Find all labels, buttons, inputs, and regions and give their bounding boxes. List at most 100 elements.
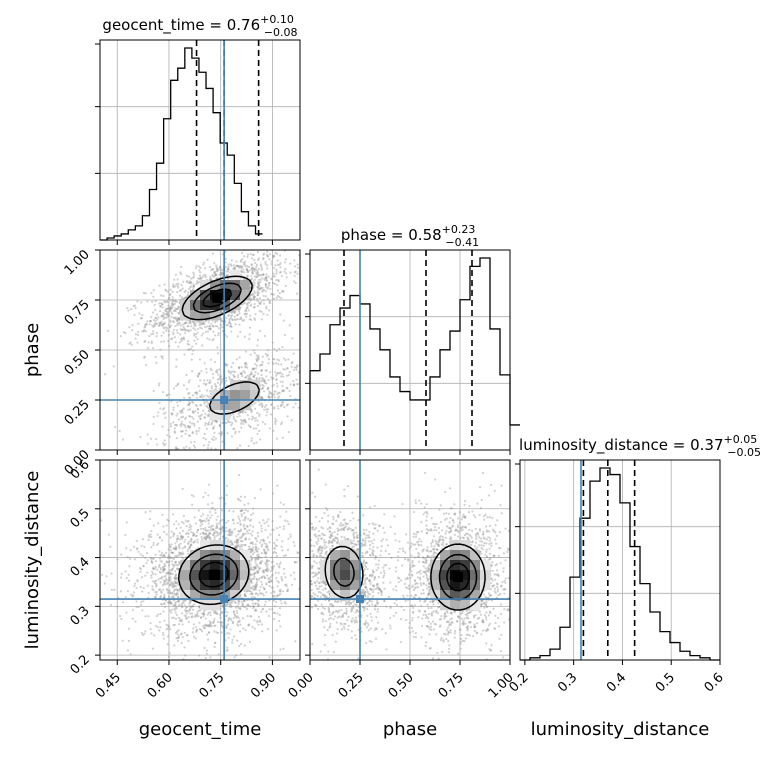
sample-point bbox=[193, 340, 195, 342]
sample-point bbox=[226, 485, 228, 487]
sample-point bbox=[183, 447, 185, 449]
sample-point bbox=[304, 361, 306, 363]
sample-point bbox=[194, 329, 196, 331]
sample-point bbox=[271, 385, 273, 387]
sample-point bbox=[218, 653, 220, 655]
sample-point bbox=[152, 311, 154, 313]
sample-point bbox=[259, 281, 261, 283]
sample-point bbox=[328, 394, 330, 396]
sample-point bbox=[254, 562, 256, 564]
sample-point bbox=[207, 534, 209, 536]
sample-point bbox=[164, 417, 166, 419]
sample-point bbox=[227, 620, 229, 622]
sample-point bbox=[237, 533, 239, 535]
sample-point bbox=[134, 558, 136, 560]
histogram-phase bbox=[310, 258, 520, 450]
sample-point bbox=[199, 274, 201, 276]
sample-point bbox=[166, 572, 168, 574]
sample-point bbox=[150, 530, 152, 532]
sample-point bbox=[228, 376, 230, 378]
sample-point bbox=[212, 325, 214, 327]
panel-title-geocent_time: geocent_time = 0.76+0.10−0.08 bbox=[102, 13, 297, 39]
sample-point bbox=[218, 368, 220, 370]
sample-point bbox=[276, 629, 278, 631]
sample-point bbox=[160, 356, 162, 358]
sample-point bbox=[212, 373, 214, 375]
sample-point bbox=[200, 404, 202, 406]
sample-point bbox=[166, 308, 168, 310]
sample-point bbox=[271, 378, 273, 380]
sample-point bbox=[128, 326, 130, 328]
sample-point bbox=[265, 290, 267, 292]
sample-point bbox=[234, 266, 236, 268]
sample-point bbox=[179, 290, 181, 292]
sample-point bbox=[284, 368, 286, 370]
sample-point bbox=[247, 615, 249, 617]
sample-point bbox=[244, 363, 246, 365]
sample-point bbox=[151, 342, 153, 344]
sample-point bbox=[193, 335, 195, 337]
sample-point bbox=[163, 413, 165, 415]
sample-point bbox=[190, 441, 192, 443]
sample-point bbox=[197, 408, 199, 410]
sample-point bbox=[164, 439, 166, 441]
sample-point bbox=[159, 577, 161, 579]
sample-point bbox=[174, 604, 176, 606]
sample-point bbox=[227, 263, 229, 265]
sample-point bbox=[168, 548, 170, 550]
sample-point bbox=[188, 392, 190, 394]
sample-point bbox=[167, 311, 169, 313]
sample-point bbox=[226, 614, 228, 616]
sample-point bbox=[175, 274, 177, 276]
sample-point bbox=[208, 536, 210, 538]
sample-point bbox=[145, 562, 147, 564]
sample-point bbox=[303, 355, 305, 357]
sample-point bbox=[271, 608, 273, 610]
sample-point bbox=[134, 620, 136, 622]
sample-point bbox=[218, 332, 220, 334]
sample-point bbox=[257, 624, 259, 626]
sample-point bbox=[189, 466, 191, 468]
sample-point bbox=[173, 286, 175, 288]
sample-point bbox=[149, 320, 151, 322]
sample-point bbox=[163, 340, 165, 342]
sample-point bbox=[261, 267, 263, 269]
sample-point bbox=[293, 369, 295, 371]
sample-point bbox=[137, 580, 139, 582]
sample-point bbox=[144, 326, 146, 328]
sample-point bbox=[175, 601, 177, 603]
sample-point bbox=[185, 426, 187, 428]
sample-point bbox=[253, 566, 255, 568]
sample-point bbox=[242, 420, 244, 422]
sample-point bbox=[265, 404, 267, 406]
sample-point bbox=[265, 591, 267, 593]
sample-point bbox=[210, 529, 212, 531]
joint-panel-geocent_time-phase bbox=[75, 215, 370, 472]
sample-point bbox=[185, 374, 187, 376]
sample-point bbox=[182, 407, 184, 409]
sample-point bbox=[163, 594, 165, 596]
sample-point bbox=[154, 591, 156, 593]
sample-point bbox=[184, 539, 186, 541]
sample-point bbox=[200, 370, 202, 372]
sample-point bbox=[214, 512, 216, 514]
sample-point bbox=[197, 430, 199, 432]
sample-point bbox=[135, 606, 137, 608]
sample-point bbox=[201, 344, 203, 346]
sample-point bbox=[233, 418, 235, 420]
sample-point bbox=[160, 341, 162, 343]
sample-point bbox=[188, 540, 190, 542]
sample-point bbox=[258, 268, 260, 270]
sample-point bbox=[219, 617, 221, 619]
sample-point bbox=[173, 310, 175, 312]
sample-point bbox=[187, 553, 189, 555]
sample-point bbox=[276, 555, 278, 557]
sample-point bbox=[176, 538, 178, 540]
sample-point bbox=[199, 519, 201, 521]
sample-point bbox=[308, 351, 310, 353]
sample-point bbox=[279, 381, 281, 383]
sample-point bbox=[289, 533, 291, 535]
sample-point bbox=[206, 379, 208, 381]
sample-point bbox=[239, 318, 241, 320]
sample-point bbox=[210, 447, 212, 449]
